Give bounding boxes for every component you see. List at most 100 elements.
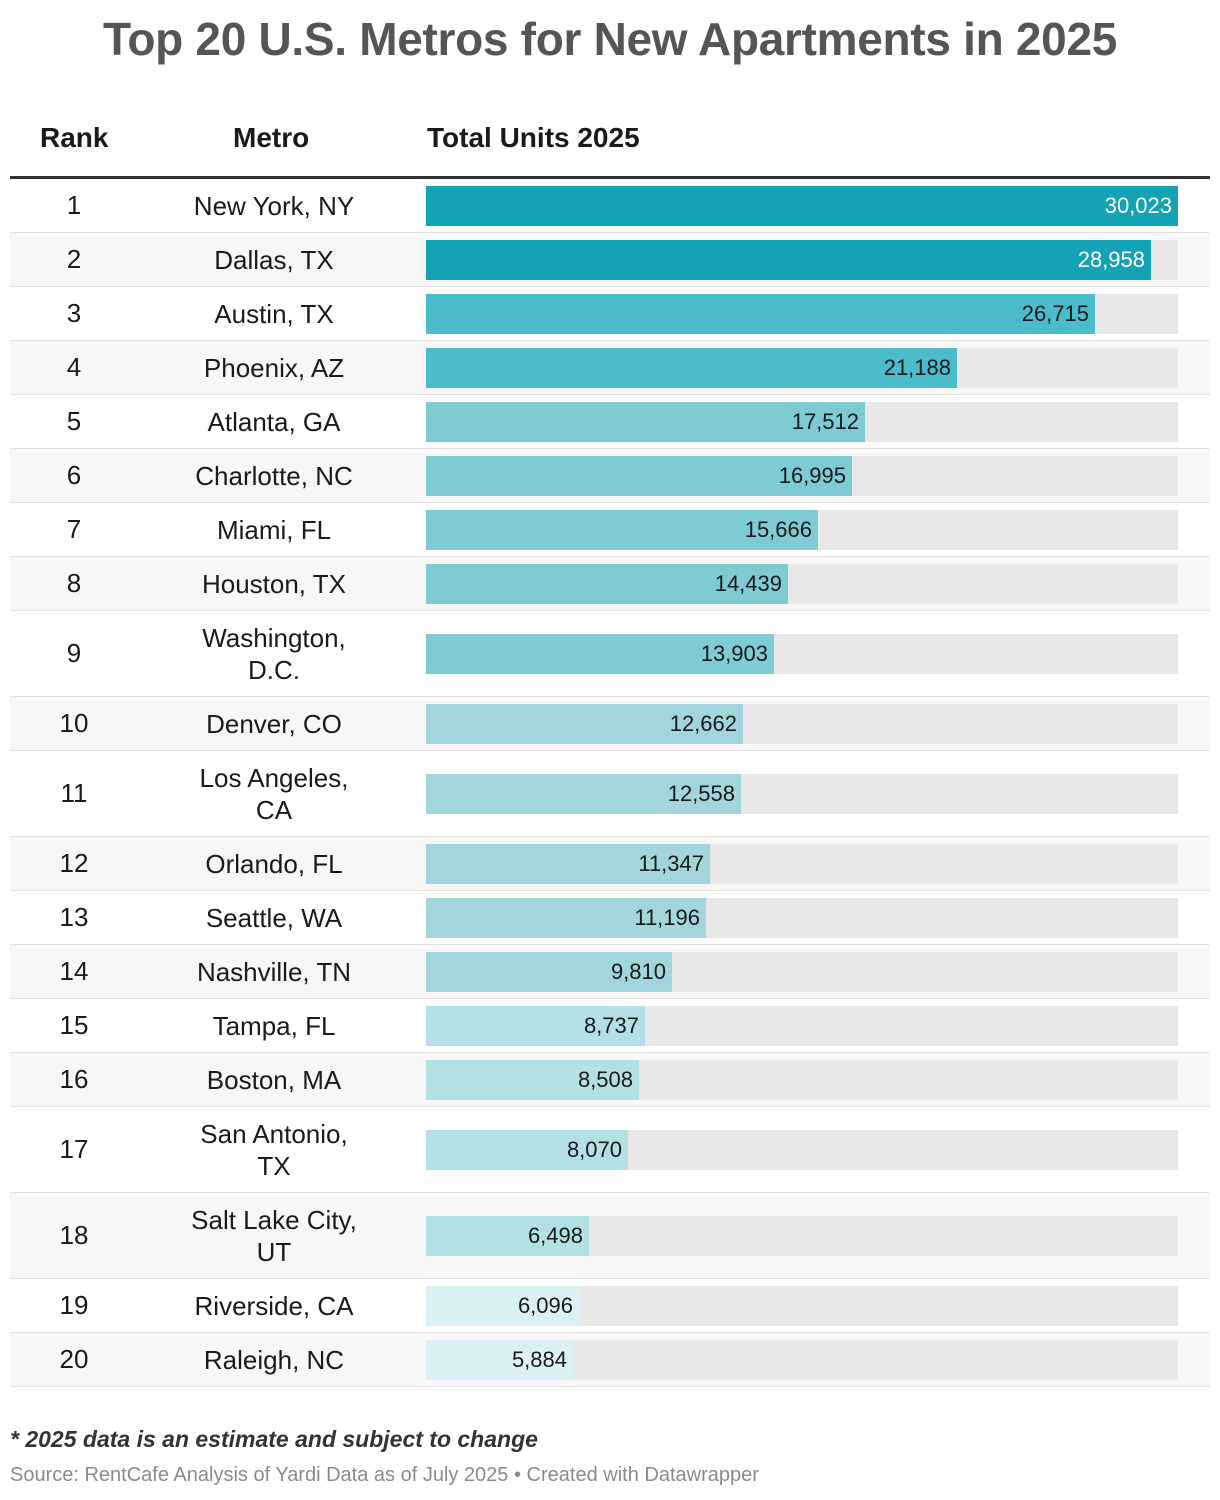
metro-name-line: Boston, MA [206, 1064, 342, 1095]
metro-name-line: Miami, FL [216, 514, 332, 545]
bar: 30,023 [426, 186, 1178, 226]
bar-track: 6,096 [426, 1286, 1178, 1326]
metro-name: Phoenix, AZ [204, 352, 344, 384]
bar-value-label: 21,188 [883, 355, 951, 380]
metro-cell: Miami, FL [174, 503, 374, 556]
bar-track: 12,662 [426, 704, 1178, 744]
metro-name: San Antonio, TX [200, 1118, 347, 1182]
rank-cell: 16 [59, 1064, 89, 1094]
metro-name: Nashville, TN [197, 956, 351, 988]
bar-track: 16,995 [426, 456, 1178, 496]
bar: 8,737 [426, 1006, 645, 1046]
metro-name: Tampa, FL [213, 1010, 336, 1042]
rank-cell: 11 [60, 778, 88, 808]
bar-value-label: 14,439 [714, 571, 782, 596]
bar: 14,439 [426, 564, 788, 604]
table-row: 3 Austin, TX 26,715 [10, 287, 1210, 341]
column-header-metro[interactable]: Metro [233, 122, 310, 153]
bar: 6,498 [426, 1216, 589, 1256]
rank-cell: 15 [59, 1010, 89, 1040]
bar-value-label: 28,958 [1077, 247, 1145, 272]
metro-name-line: San Antonio, [200, 1118, 348, 1149]
bar-value-label: 8,070 [566, 1137, 622, 1162]
bar: 26,715 [426, 294, 1095, 334]
rank-cell: 7 [66, 514, 82, 544]
metro-name-line: Salt Lake City, [191, 1204, 357, 1235]
bar-track: 8,737 [426, 1006, 1178, 1046]
bar-value-label: 11,196 [634, 905, 700, 930]
bar: 11,196 [426, 898, 706, 938]
table-row: 8 Houston, TX 14,439 [10, 557, 1210, 611]
metro-name: Atlanta, GA [208, 406, 341, 438]
bar-track: 8,070 [426, 1130, 1178, 1170]
bar-value-label: 11,347 [638, 851, 704, 876]
bar-track: 8,508 [426, 1060, 1178, 1100]
metro-name-line: D.C. [248, 654, 300, 685]
table-row: 1 New York, NY 30,023 [10, 179, 1210, 233]
bar: 8,070 [426, 1130, 628, 1170]
metro-name-line: Denver, CO [206, 708, 342, 739]
table-row: 2 Dallas, TX 28,958 [10, 233, 1210, 287]
bar: 21,188 [426, 348, 957, 388]
metro-name-line: Raleigh, NC [203, 1344, 345, 1375]
table-row: 15 Tampa, FL 8,737 [10, 999, 1210, 1053]
rank-cell: 14 [59, 956, 89, 986]
bar-track: 30,023 [426, 186, 1178, 226]
rank-cell: 9 [66, 638, 82, 668]
metro-cell: Atlanta, GA [174, 395, 374, 448]
rank-cell: 17 [59, 1134, 89, 1164]
bar: 8,508 [426, 1060, 639, 1100]
metro-name: Seattle, WA [206, 902, 342, 934]
metro-cell: Charlotte, NC [174, 449, 374, 502]
chart-title: Top 20 U.S. Metros for New Apartments in… [102, 13, 1118, 65]
footnote: * 2025 data is an estimate and subject t… [10, 1426, 538, 1452]
metro-cell: Raleigh, NC [174, 1333, 374, 1386]
bar-value-label: 17,512 [791, 409, 859, 434]
bar: 12,558 [426, 774, 741, 814]
metro-name-line: Tampa, FL [212, 1010, 336, 1041]
bar-value-label: 26,715 [1021, 301, 1089, 326]
table-header: Rank Metro Total Units 2025 [10, 118, 1210, 178]
metro-cell: Austin, TX [174, 287, 374, 340]
rank-cell: 10 [59, 708, 89, 738]
metro-name-line: CA [255, 794, 293, 825]
bar-value-label: 30,023 [1104, 193, 1172, 218]
table-row: 4 Phoenix, AZ 21,188 [10, 341, 1210, 395]
metro-cell: Seattle, WA [174, 891, 374, 944]
table-row: 18 Salt Lake City, UT 6,498 [10, 1193, 1210, 1279]
metro-name: Houston, TX [202, 568, 346, 600]
table-row: 11 Los Angeles, CA 12,558 [10, 751, 1210, 837]
column-header-rank[interactable]: Rank [40, 122, 109, 153]
column-header-units[interactable]: Total Units 2025 [427, 122, 640, 153]
metro-cell: Tampa, FL [174, 999, 374, 1052]
bar-track: 26,715 [426, 294, 1178, 334]
table-row: 17 San Antonio, TX 8,070 [10, 1107, 1210, 1193]
bar-value-label: 8,737 [583, 1013, 639, 1038]
metro-name-line: Charlotte, NC [195, 460, 353, 491]
metro-cell: Phoenix, AZ [174, 341, 374, 394]
bar-track: 17,512 [426, 402, 1178, 442]
rank-cell: 3 [66, 298, 82, 328]
metro-name: Charlotte, NC [195, 460, 353, 492]
metro-name: Miami, FL [217, 514, 331, 546]
metro-name-line: New York, NY [193, 190, 355, 221]
metro-cell: Nashville, TN [174, 945, 374, 998]
bar-value-label: 9,810 [610, 959, 666, 984]
bar-track: 11,196 [426, 898, 1178, 938]
metro-cell: Boston, MA [174, 1053, 374, 1106]
bar-value-label: 15,666 [744, 517, 812, 542]
bar-track: 9,810 [426, 952, 1178, 992]
metro-cell: New York, NY [174, 179, 374, 232]
bar: 15,666 [426, 510, 818, 550]
bar: 13,903 [426, 634, 774, 674]
metro-name: Salt Lake City, UT [191, 1204, 357, 1268]
bar: 16,995 [426, 456, 852, 496]
bar-value-label: 8,508 [577, 1067, 633, 1092]
bar-track: 5,884 [426, 1340, 1178, 1380]
table-row: 7 Miami, FL 15,666 [10, 503, 1210, 557]
metro-name-line: Austin, TX [214, 298, 334, 329]
table-row: 10 Denver, CO 12,662 [10, 697, 1210, 751]
bar-value-label: 5,884 [511, 1347, 567, 1372]
rank-cell: 6 [66, 460, 82, 490]
metro-cell: San Antonio, TX [174, 1107, 374, 1192]
